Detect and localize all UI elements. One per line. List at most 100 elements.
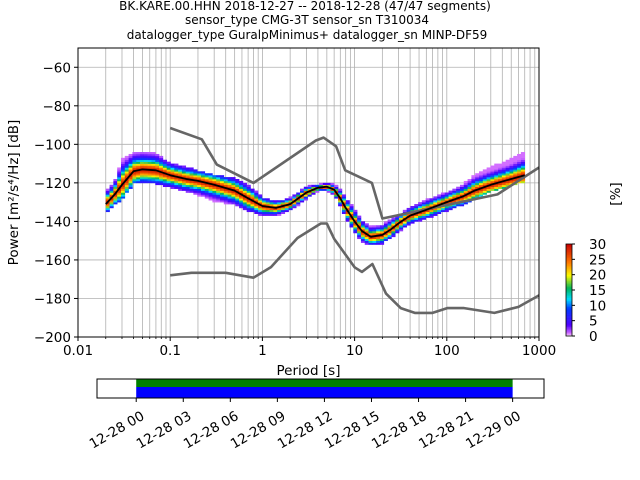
histogram-cell: [128, 180, 133, 184]
histogram-cell: [372, 229, 377, 232]
histogram-cell: [132, 159, 137, 162]
histogram-cell: [151, 179, 156, 182]
histogram-cell: [124, 165, 129, 168]
histogram-cell: [475, 190, 480, 193]
histogram-cell: [254, 209, 259, 213]
histogram-cell: [486, 190, 491, 193]
histogram-cell: [406, 223, 411, 226]
histogram-cell: [459, 190, 465, 193]
histogram-cell: [143, 163, 148, 166]
histogram-cell: [174, 179, 179, 182]
histogram-cell: [467, 188, 472, 191]
histogram-cell: [109, 202, 114, 205]
histogram-cell: [402, 215, 407, 218]
histogram-cell: [109, 198, 114, 201]
colorbar-segment: [566, 300, 572, 303]
histogram-cell: [284, 198, 289, 201]
histogram-cell: [132, 157, 137, 161]
histogram-cell: [140, 157, 145, 161]
histogram-cell: [235, 182, 240, 186]
histogram-cell: [376, 227, 381, 230]
histogram-cell: [379, 229, 385, 232]
histogram-cell: [239, 186, 244, 189]
histogram-cell: [494, 184, 499, 188]
histogram-cell: [429, 213, 434, 216]
histogram-cell: [128, 153, 133, 157]
colorbar-segment: [566, 248, 572, 251]
histogram-cell: [494, 173, 499, 176]
histogram-cell: [151, 153, 156, 157]
colorbar-segment: [566, 274, 572, 277]
histogram-cell: [208, 190, 213, 193]
histogram-cell: [425, 213, 430, 216]
colorbar-segment: [566, 259, 572, 262]
histogram-cell: [140, 169, 145, 172]
histogram-cell: [273, 202, 278, 205]
histogram-cell: [185, 173, 190, 176]
plot-frame: [77, 47, 540, 338]
histogram-cell: [200, 190, 206, 193]
colorbar-tick-label: 0: [589, 329, 598, 345]
histogram-cell: [212, 184, 217, 188]
histogram-cell: [128, 175, 133, 178]
histogram-cell: [334, 184, 339, 188]
histogram-cell: [463, 198, 468, 201]
histogram-cell: [159, 165, 164, 168]
histogram-cell: [517, 167, 522, 170]
histogram-cell: [208, 179, 213, 182]
colorbar-segment: [566, 245, 572, 248]
histogram-cell: [143, 171, 148, 174]
histogram-cell: [155, 175, 160, 178]
histogram-cell: [197, 190, 202, 193]
histogram-cell: [170, 184, 175, 188]
histogram-cell: [433, 200, 438, 203]
colorbar-segment: [566, 285, 572, 288]
histogram-cell: [376, 225, 381, 228]
coverage-bar-blue: [136, 387, 513, 398]
histogram-cell: [425, 200, 430, 203]
histogram-cell: [296, 200, 301, 203]
histogram-cell: [105, 204, 110, 207]
histogram-cell: [216, 194, 221, 197]
histogram-cell: [120, 177, 126, 180]
histogram-cell: [170, 180, 175, 184]
histogram-cell: [292, 198, 297, 201]
histogram-cell: [128, 171, 133, 174]
histogram-cell: [200, 188, 206, 191]
histogram-cell: [444, 202, 449, 205]
histogram-cell: [166, 171, 171, 174]
y-tick-label: −160: [34, 253, 71, 269]
histogram-cell: [338, 202, 343, 205]
histogram-cell: [151, 155, 156, 159]
histogram-cell: [223, 198, 228, 201]
colorbar-segment: [566, 328, 572, 331]
histogram-cell: [227, 200, 232, 203]
histogram-cell: [162, 175, 167, 178]
histogram-cell: [353, 209, 358, 213]
histogram-cell: [440, 196, 446, 199]
histogram-cell: [372, 227, 377, 230]
histogram-cell: [471, 192, 476, 195]
histogram-cell: [258, 202, 263, 205]
histogram-cell: [448, 192, 453, 195]
histogram-cell: [132, 152, 137, 155]
histogram-cell: [334, 188, 339, 191]
histogram-cell: [120, 179, 126, 182]
histogram-cell: [113, 188, 118, 191]
histogram-cell: [471, 184, 476, 188]
histogram-cell: [505, 180, 510, 184]
histogram-cell: [155, 171, 160, 174]
histogram-cell: [265, 209, 270, 213]
histogram-cell: [132, 167, 137, 170]
histogram-cell: [197, 175, 202, 178]
histogram-cell: [246, 202, 251, 205]
histogram-cell: [155, 167, 160, 170]
histogram-cell: [124, 180, 129, 184]
histogram-cell: [494, 171, 499, 174]
histogram-cell: [212, 192, 217, 195]
noise-model-nhnm: [169, 126, 540, 220]
histogram-cell: [479, 175, 484, 178]
histogram-cell: [520, 163, 526, 166]
histogram-cell: [364, 229, 369, 232]
histogram-cell: [372, 240, 377, 243]
